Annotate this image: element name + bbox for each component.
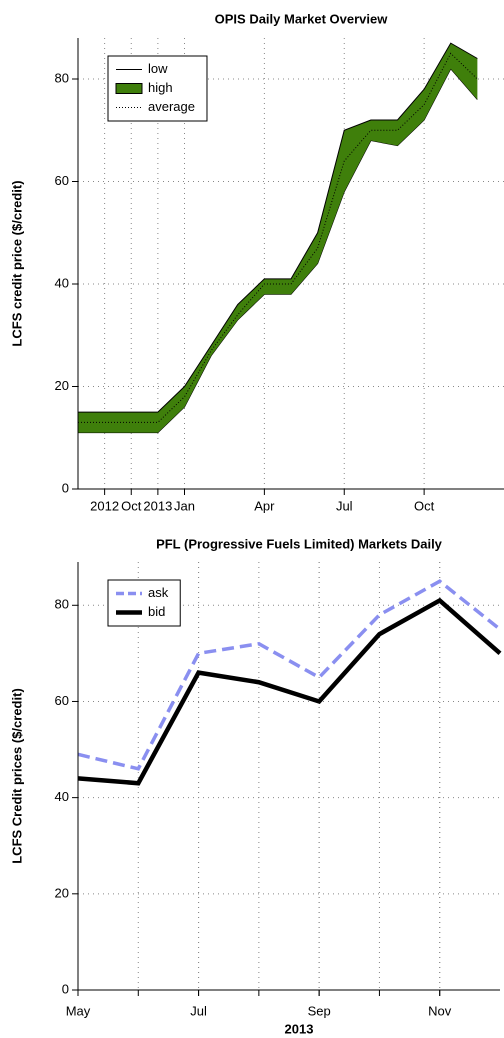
x-tick-label: Sep xyxy=(308,1003,331,1018)
chart: PFL (Progressive Fuels Limited) Markets … xyxy=(9,536,502,1036)
x-tick-label: 2012 xyxy=(90,498,119,513)
legend-label: bid xyxy=(148,604,165,619)
high-line xyxy=(78,42,478,413)
x-tick-label: May xyxy=(66,1003,91,1018)
legend: ask bid xyxy=(107,579,181,627)
y-tick-label: 20 xyxy=(55,378,69,393)
legend: low high average xyxy=(107,55,208,122)
legend-swatch xyxy=(115,83,143,94)
y-tick-label: 40 xyxy=(55,275,69,290)
y-tick-label: 0 xyxy=(62,981,69,996)
y-axis-label: LCFS credit price ($/credit) xyxy=(9,180,24,346)
legend-label: ask xyxy=(148,585,169,600)
legend-label: low xyxy=(148,61,168,76)
y-tick-label: 0 xyxy=(62,480,69,495)
y-tick-label: 40 xyxy=(55,789,69,804)
x-tick-label: Jan xyxy=(174,498,195,513)
x-tick-label: Jul xyxy=(190,1003,207,1018)
x-tick-label: 2013 xyxy=(143,498,172,513)
x-tick-label: Jul xyxy=(336,498,353,513)
chart: OPIS Daily Market Overview LCFS credit pr… xyxy=(9,11,504,513)
x-tick-label: Nov xyxy=(428,1003,452,1018)
x-tick-label: Oct xyxy=(414,498,435,513)
y-tick-label: 80 xyxy=(55,70,69,85)
x-tick-label: Oct xyxy=(121,498,142,513)
y-tick-label: 80 xyxy=(55,597,69,612)
series-line xyxy=(77,579,502,771)
band-area xyxy=(78,43,478,433)
x-tick-label: Apr xyxy=(254,498,275,513)
series-line xyxy=(78,52,478,423)
legend-label: high xyxy=(148,80,173,95)
chart-title: OPIS Daily Market Overview xyxy=(215,11,389,26)
x-axis-label: 2013 xyxy=(285,1021,314,1036)
legend-frame xyxy=(107,579,181,627)
y-tick-label: 60 xyxy=(55,693,69,708)
legend-label: average xyxy=(148,99,195,114)
y-tick-label: 20 xyxy=(55,885,69,900)
chart-title: PFL (Progressive Fuels Limited) Markets … xyxy=(156,536,443,551)
y-tick-label: 60 xyxy=(55,173,69,188)
series-line xyxy=(77,597,502,786)
y-axis-label: LCFS Credit prices ($/credit) xyxy=(9,688,24,864)
